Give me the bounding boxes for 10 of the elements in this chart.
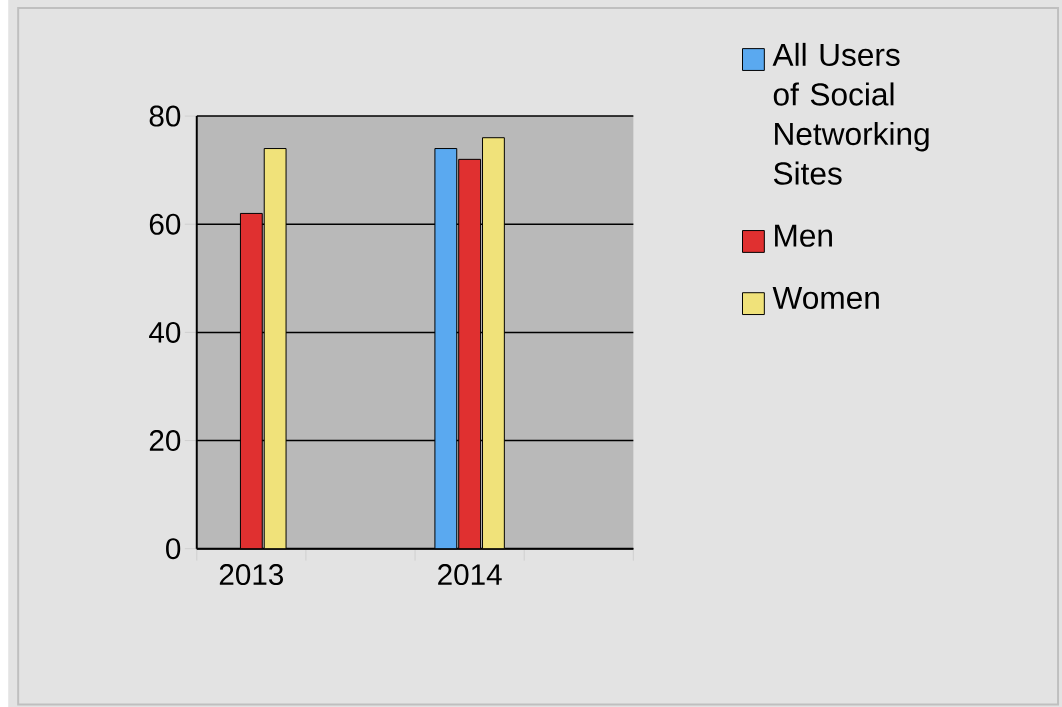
legend-label: All Users of Social Networking Sites bbox=[772, 42, 929, 185]
y-tick-label: 80 bbox=[149, 105, 181, 127]
y-tick-label: 20 bbox=[149, 429, 181, 451]
x-tick-label: 2013 bbox=[219, 563, 284, 585]
y-tick-label: 40 bbox=[149, 321, 181, 343]
y-tick-label: 0 bbox=[166, 537, 181, 559]
x-tick-label: 2014 bbox=[438, 563, 502, 585]
legend-label: Men bbox=[775, 224, 832, 247]
y-tick-label: 60 bbox=[149, 213, 181, 235]
legend-label: Women bbox=[772, 286, 879, 309]
